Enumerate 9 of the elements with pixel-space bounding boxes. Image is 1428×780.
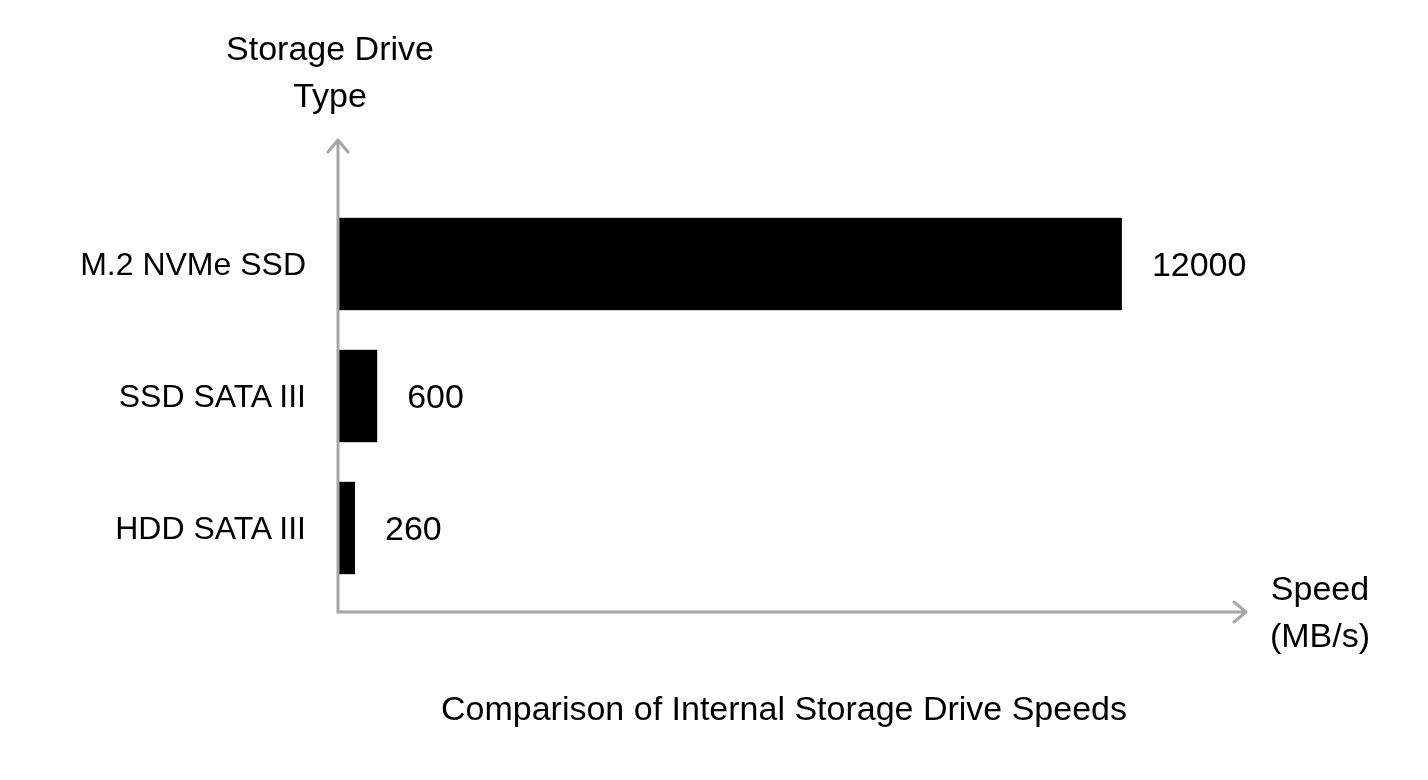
y-tick-label: HDD SATA III [115,510,306,547]
data-label: 600 [407,376,464,415]
y-tick-label: M.2 NVMe SSD [80,246,306,283]
x-axis-title: Speed (MB/s) [1269,569,1371,654]
data-label: 260 [384,508,442,547]
y-axis-title: Storage Drive Type [226,29,434,114]
text: Comparison of Internal Storage Drive Speeds [440,689,1128,727]
data-label: 12000 [1151,244,1247,283]
y-tick-label: SSD SATA III [118,378,306,415]
